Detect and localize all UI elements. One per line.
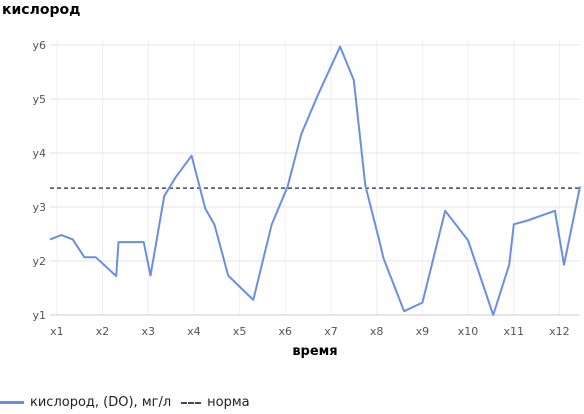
x-tick-label: x8	[370, 325, 384, 338]
x-tick-label: x12	[549, 325, 570, 338]
y-tick-label: y3	[32, 201, 46, 214]
series-line-kislorod	[49, 45, 581, 316]
x-tick-label: x2	[96, 325, 110, 338]
x-axis-title: время	[292, 344, 337, 359]
x-tick-label: x6	[279, 325, 293, 338]
y-tick-label: y6	[32, 39, 46, 52]
x-tick-label: x9	[416, 325, 430, 338]
y-tick-label: y5	[32, 93, 46, 106]
legend-swatch-solid	[0, 401, 24, 404]
legend-item-norma[interactable]: норма	[181, 395, 250, 410]
grid	[50, 40, 580, 316]
x-tick-label: x5	[233, 325, 247, 338]
data-points	[49, 46, 581, 316]
legend-label-norma: норма	[207, 395, 250, 410]
y-tick-label: y2	[32, 255, 46, 268]
x-tick-label: x7	[324, 325, 338, 338]
x-tick-label: x1	[50, 325, 64, 338]
legend-swatch-dashed	[181, 401, 202, 404]
y-tick-label: y1	[32, 309, 46, 322]
x-tick-label: x11	[503, 325, 524, 338]
x-tick-label: x3	[141, 325, 155, 338]
y-ticks: y1 y2 y3 y4 y5 y6	[32, 39, 46, 322]
x-tick-label: x4	[187, 325, 201, 338]
y-axis-title: кислород	[2, 2, 81, 18]
x-tick-label: x10	[458, 325, 479, 338]
legend: кислород, (DO), мг/л норма	[0, 395, 260, 410]
x-ticks: x1 x2 x3 x4 x5 x6 x7 x8 x9 x10 x11 x12	[50, 325, 570, 338]
legend-item-kislorod[interactable]: кислород, (DO), мг/л	[0, 395, 171, 410]
y-tick-label: y4	[32, 147, 46, 160]
legend-label-kislorod: кислород, (DO), мг/л	[30, 395, 172, 410]
